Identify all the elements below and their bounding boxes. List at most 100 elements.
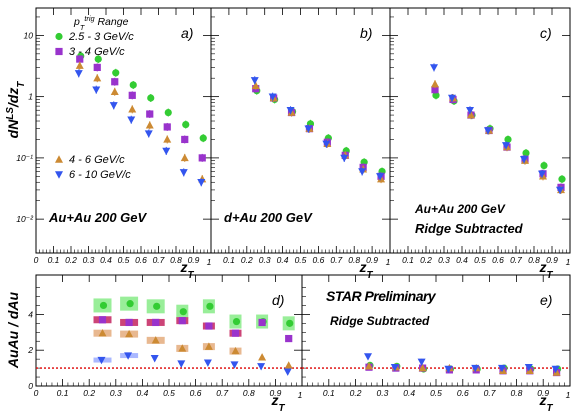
series-blue	[97, 352, 292, 376]
legend-marker	[55, 155, 63, 163]
x-tick-label: 0.6	[457, 388, 469, 398]
series-green	[77, 52, 207, 143]
data-point	[484, 127, 492, 135]
data-point	[204, 342, 213, 350]
data-point	[522, 149, 530, 157]
data-point	[98, 328, 107, 337]
y-tick-label: 4	[28, 309, 33, 319]
data-point	[498, 364, 506, 373]
x-tick-label: 0.3	[83, 255, 95, 265]
data-point	[151, 336, 160, 344]
x-tick-label: 0.1	[48, 255, 60, 265]
series-blue	[74, 69, 206, 187]
data-point	[205, 322, 213, 330]
data-point	[109, 102, 118, 110]
data-point	[181, 135, 189, 144]
series-blue	[430, 63, 564, 195]
legend-entry: 2.5 - 3 GeV/c	[68, 31, 134, 43]
x-tick-label: 0.3	[110, 388, 122, 398]
x-tick-label: 0.5	[118, 255, 130, 265]
data-point	[99, 301, 108, 310]
x-tick-label: 0.4	[136, 388, 148, 398]
x-tick-label: 0.9	[366, 255, 378, 265]
y-tick-label: 2	[27, 345, 33, 355]
system-annotation: Au+Au 200 GeV	[414, 202, 506, 216]
y-axis-label-bottom: AuAu / dAu	[5, 291, 21, 369]
x-tick-label: 0.7	[510, 255, 522, 265]
data-point	[558, 175, 566, 183]
data-point	[540, 161, 548, 170]
data-point	[153, 302, 161, 310]
series-blue	[364, 353, 560, 374]
x-tick-label: 0.3	[438, 255, 450, 265]
x-axis-title-part: z	[271, 392, 279, 408]
ylab-top-part: dN	[5, 119, 21, 139]
data-point	[431, 79, 439, 88]
y-tick-label: 0	[28, 381, 33, 391]
series-purple	[76, 55, 206, 162]
data-point	[199, 134, 207, 142]
x-tick-label: 0	[34, 255, 39, 265]
x-tick-label: 0.1	[402, 255, 414, 265]
data-point	[76, 55, 84, 63]
data-point	[92, 86, 101, 94]
x-tick-label: 0.6	[190, 388, 202, 398]
data-point	[74, 70, 83, 78]
data-point	[93, 74, 102, 82]
data-point	[198, 154, 206, 162]
data-point	[97, 356, 106, 365]
panel-letter: c)	[540, 25, 552, 41]
panel-letter: b)	[360, 25, 372, 41]
ylab-bottom-part: AuAu / dAu	[5, 291, 21, 369]
x-axis-title: zT	[539, 392, 554, 411]
x-end-tick-label: 1	[386, 257, 391, 267]
x-tick-label: 0.4	[100, 255, 112, 265]
data-point	[146, 110, 154, 118]
data-point	[525, 366, 534, 374]
legend-entry: 6 - 10 GeV/c	[69, 169, 131, 181]
panels: 0 0.1 0.2 0.3 0.4 0.5 0.6 0.7 0.8 0.9 1zT10110⁻¹10…	[16, 7, 571, 411]
figure-labels: dNLS/dzT AuAu / dAu	[5, 81, 27, 369]
y-tick-label: 10	[24, 30, 34, 40]
data-point	[286, 319, 294, 327]
data-point	[75, 61, 84, 69]
data-point	[178, 344, 187, 352]
data-point	[466, 107, 474, 115]
ylab-top-part: T	[16, 81, 27, 88]
data-point	[126, 300, 134, 308]
panel-d: 0 0.1 0.2 0.3 0.4 0.5 0.6 0.7 0.8 0.9 1 zT 0 2 4 d)	[27, 274, 303, 411]
data-point	[448, 94, 456, 103]
data-point	[304, 125, 313, 133]
data-point	[284, 361, 293, 369]
data-point	[178, 317, 186, 325]
data-point	[340, 154, 349, 163]
x-tick-label: 0.2	[241, 255, 253, 265]
data-point	[163, 135, 172, 143]
ylab-top-part: LS	[5, 107, 16, 120]
data-point	[124, 352, 133, 360]
ylab-top-part: /dz	[5, 88, 21, 108]
system-annotation: Au+Au 200 GeV	[48, 210, 148, 225]
x-tick-label: 0.5	[430, 388, 442, 398]
series-orange	[98, 328, 293, 369]
data-point	[258, 353, 267, 361]
data-point	[203, 359, 212, 367]
panel-letter: a)	[181, 25, 193, 41]
x-tick-label: 0.1	[223, 255, 235, 265]
x-tick-label: 0.2	[83, 388, 95, 398]
data-point	[231, 346, 240, 355]
data-point	[147, 94, 155, 102]
data-point	[163, 123, 171, 131]
x-tick-label: 0.8	[243, 388, 255, 398]
data-point	[251, 81, 260, 90]
data-point	[444, 365, 453, 374]
data-point	[164, 108, 172, 117]
star-preliminary-label: STAR Preliminary	[326, 288, 437, 304]
data-point	[150, 355, 159, 363]
data-point	[110, 87, 119, 95]
data-point	[431, 86, 439, 94]
data-point	[250, 77, 259, 85]
legend-title-part: trig	[84, 14, 95, 23]
x-tick-label: 0.1	[323, 388, 335, 398]
